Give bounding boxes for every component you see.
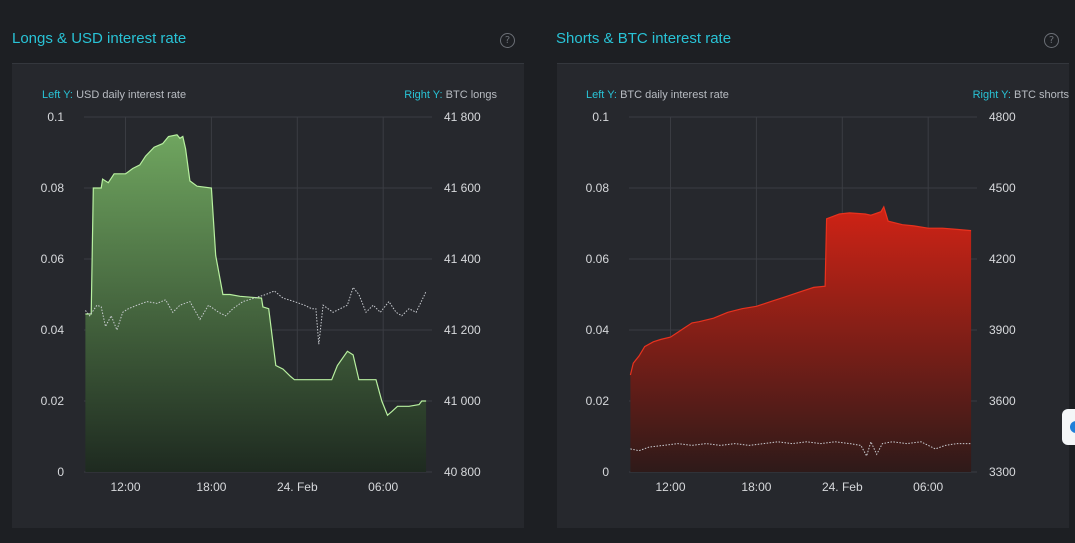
left-axis-note: Left Y: BTC daily interest rate [586, 89, 729, 101]
series-area-fill [630, 206, 972, 472]
right-tick-label: 4500 [989, 181, 1016, 195]
series-dotted-line [630, 440, 972, 458]
x-tick-label: 18:00 [196, 480, 226, 494]
chat-widget-tab[interactable] [1062, 409, 1075, 445]
left-tick-label: 0.02 [586, 394, 610, 408]
right-tick-label: 3900 [989, 323, 1016, 337]
chart-longs-usd[interactable]: 0 40 800 0.02 41 000 0.04 41 200 0.06 41 400 0.0… [12, 64, 524, 528]
help-icon[interactable]: ? [500, 33, 515, 48]
panel-title: Shorts & BTC interest rate [556, 30, 732, 47]
right-tick-label: 3300 [989, 465, 1016, 479]
right-tick-label: 41 200 [444, 323, 481, 337]
left-axis-value: USD daily interest rate [76, 89, 187, 101]
left-tick-label: 0.02 [41, 394, 65, 408]
left-tick-label: 0.04 [586, 323, 610, 337]
right-axis-value: BTC longs [445, 89, 497, 101]
left-axis-key: Left Y: [42, 89, 73, 101]
panel-title: Longs & USD interest rate [12, 30, 187, 47]
right-tick-label: 4800 [989, 110, 1016, 124]
x-tick-label: 12:00 [110, 480, 140, 494]
left-tick-label: 0 [602, 465, 609, 479]
left-tick-label: 0.1 [47, 110, 64, 124]
right-tick-label: 41 600 [444, 181, 481, 195]
left-tick-label: 0.06 [586, 252, 610, 266]
right-tick-label: 3600 [989, 394, 1016, 408]
left-axis-value: BTC daily interest rate [620, 89, 729, 101]
chart-shorts-btc[interactable]: 0 3300 0.02 3600 0.04 3900 0.06 4200 0.08 4500 0.1… [557, 64, 1069, 528]
series-area-fill [85, 134, 427, 473]
help-icon[interactable]: ? [1044, 33, 1059, 48]
series-area-line [629, 205, 972, 376]
right-axis-key: Right Y: [972, 89, 1011, 101]
right-tick-label: 41 000 [444, 394, 481, 408]
left-tick-label: 0.1 [592, 110, 609, 124]
right-axis-key: Right Y: [404, 89, 443, 101]
left-tick-label: 0.06 [41, 252, 65, 266]
x-tick-label: 24. Feb [277, 480, 318, 494]
x-tick-label: 24. Feb [822, 480, 863, 494]
right-tick-label: 41 400 [444, 252, 481, 266]
left-tick-label: 0.08 [41, 181, 65, 195]
chart-card: Left Y: USD daily interest rate Right Y:… [12, 63, 524, 528]
left-axis-note: Left Y: USD daily interest rate [42, 89, 186, 101]
right-tick-label: 40 800 [444, 465, 481, 479]
x-tick-label: 12:00 [655, 480, 685, 494]
left-axis-key: Left Y: [586, 89, 617, 101]
chat-icon [1070, 421, 1075, 433]
right-axis-note: Right Y: BTC shorts [973, 89, 1069, 101]
right-axis-value: BTC shorts [1013, 89, 1069, 101]
x-tick-label: 18:00 [741, 480, 771, 494]
right-tick-label: 41 800 [444, 110, 481, 124]
right-axis-note: Right Y: BTC longs [404, 89, 497, 101]
x-tick-label: 06:00 [913, 480, 943, 494]
left-tick-label: 0 [57, 465, 64, 479]
left-tick-label: 0.08 [586, 181, 610, 195]
chart-card: Left Y: BTC daily interest rate 0 3300 0.0… [557, 63, 1069, 528]
x-tick-label: 06:00 [368, 480, 398, 494]
right-tick-label: 4200 [989, 252, 1016, 266]
series-area-line [85, 134, 427, 417]
left-tick-label: 0.04 [41, 323, 65, 337]
